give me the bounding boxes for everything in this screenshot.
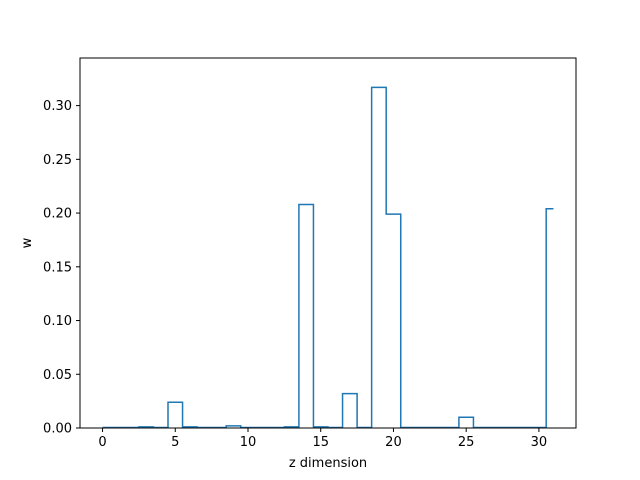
series-step-line: [102, 86, 554, 429]
x-axis-ticks: 0 5 10 15 20 25 30: [98, 428, 547, 450]
x-tick-label: 30: [531, 435, 548, 450]
x-tick-label: 20: [385, 435, 402, 450]
x-axis-label: z dimension: [289, 456, 367, 471]
x-tick-label: 15: [312, 435, 329, 450]
x-tick-label: 25: [458, 435, 475, 450]
y-tick-label: 0.05: [43, 368, 72, 383]
y-tick-label: 0.00: [43, 422, 72, 437]
y-tick-label: 0.25: [43, 153, 72, 168]
plot-frame: [79, 57, 577, 429]
x-tick-label: 10: [240, 435, 257, 450]
x-tick-label: 0: [98, 435, 106, 450]
y-tick-label: 0.10: [43, 314, 72, 329]
y-axis-ticks: 0.00 0.05 0.10 0.15 0.20 0.25 0.30: [43, 99, 80, 437]
y-tick-label: 0.30: [43, 99, 72, 114]
y-axis-label: w: [20, 237, 35, 248]
x-tick-label: 5: [171, 435, 179, 450]
y-tick-label: 0.20: [43, 207, 72, 222]
y-tick-label: 0.15: [43, 260, 72, 275]
